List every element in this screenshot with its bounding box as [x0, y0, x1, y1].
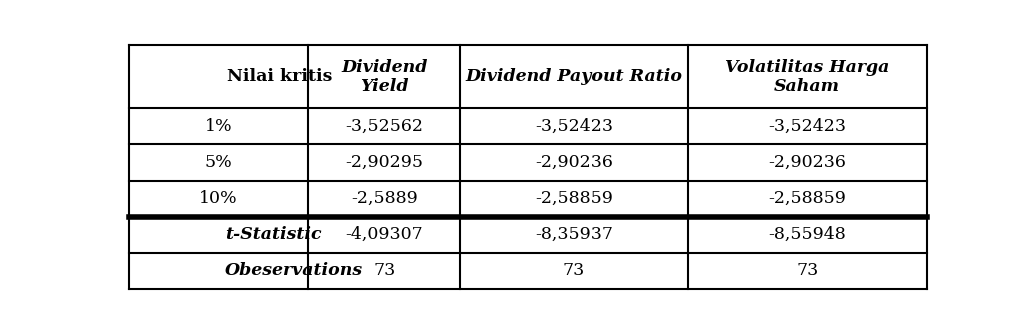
- Text: -8,35937: -8,35937: [535, 226, 613, 243]
- Text: Dividend
Yield: Dividend Yield: [341, 58, 427, 95]
- Text: Volatilitas Harga
Saham: Volatilitas Harga Saham: [725, 58, 890, 95]
- Text: t-Statistic: t-Statistic: [225, 226, 321, 243]
- Text: 73: 73: [373, 262, 396, 279]
- Text: 1%: 1%: [205, 118, 233, 135]
- Text: 10%: 10%: [199, 190, 238, 207]
- Text: Nilai kritis: Nilai kritis: [227, 68, 332, 85]
- Text: 73: 73: [796, 262, 819, 279]
- Text: -2,90295: -2,90295: [345, 154, 423, 171]
- Text: Dividend Payout Ratio: Dividend Payout Ratio: [466, 68, 682, 85]
- Text: -8,55948: -8,55948: [768, 226, 846, 243]
- Text: -2,58859: -2,58859: [768, 190, 847, 207]
- Text: -2,90236: -2,90236: [768, 154, 847, 171]
- Text: 5%: 5%: [205, 154, 233, 171]
- Text: -2,58859: -2,58859: [535, 190, 613, 207]
- Text: -3,52423: -3,52423: [535, 118, 613, 135]
- Text: Obeservations: Obeservations: [225, 262, 363, 279]
- Text: -2,5889: -2,5889: [351, 190, 417, 207]
- Text: -3,52562: -3,52562: [345, 118, 423, 135]
- Text: -4,09307: -4,09307: [345, 226, 423, 243]
- Text: 73: 73: [562, 262, 585, 279]
- Text: -3,52423: -3,52423: [768, 118, 847, 135]
- Text: -2,90236: -2,90236: [535, 154, 613, 171]
